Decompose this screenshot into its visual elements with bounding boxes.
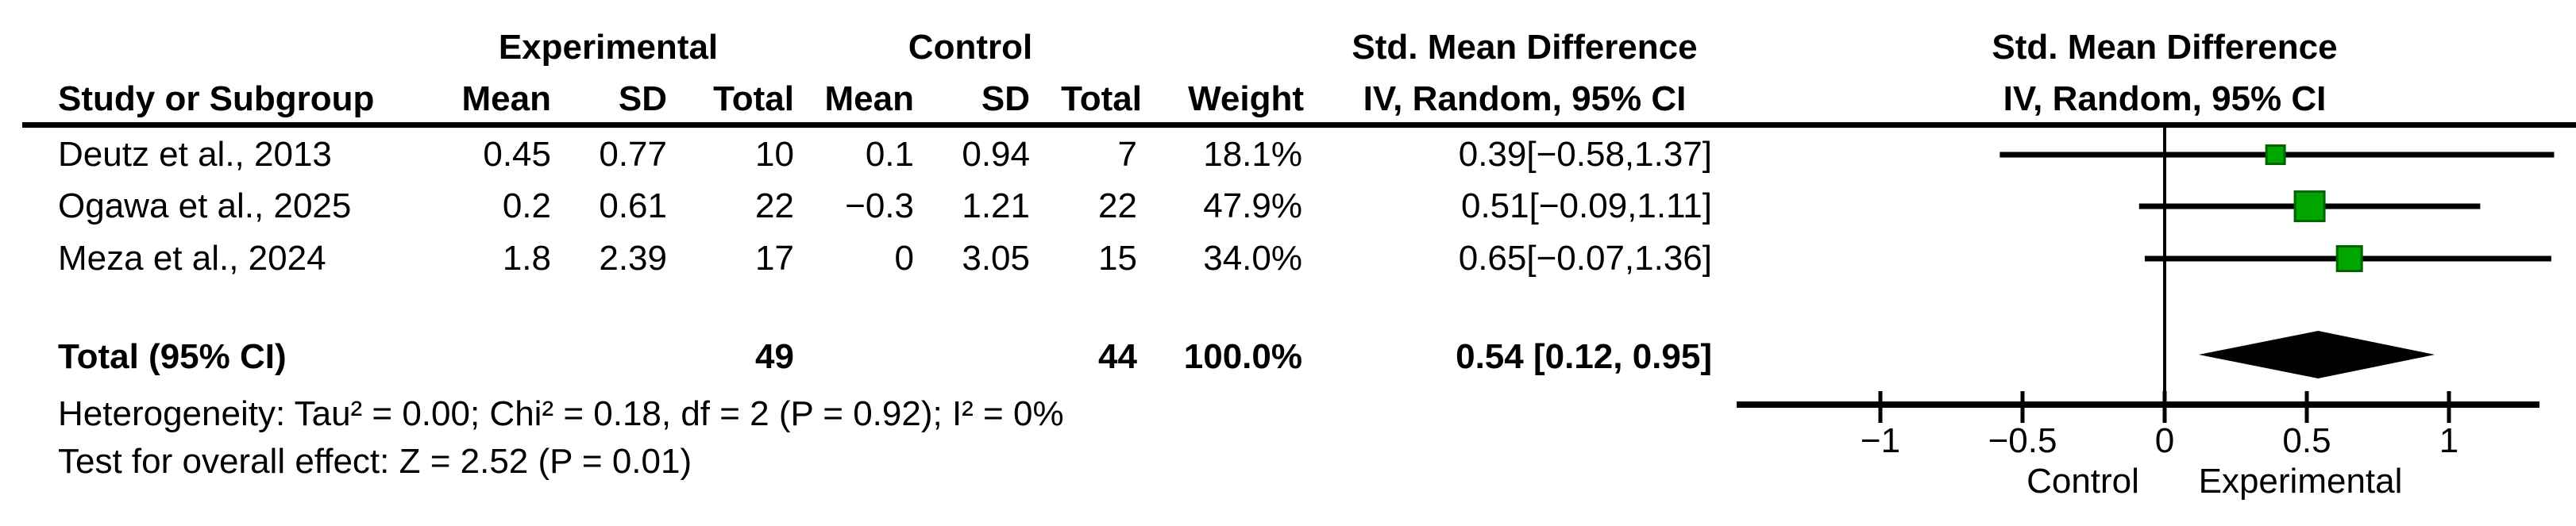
smd-plot-column-subtitle: IV, Random, 95% CI bbox=[2003, 79, 2327, 118]
study-name: Ogawa et al., 2025 bbox=[58, 186, 352, 225]
exp-mean: 0.45 bbox=[483, 135, 551, 174]
total-ci-text: 0.54 [0.12, 0.95] bbox=[1456, 337, 1712, 376]
heterogeneity-stats: Heterogeneity: Tau² = 0.00; Chi² = 0.18,… bbox=[58, 394, 1064, 433]
col-header-study: Study or Subgroup bbox=[58, 79, 375, 118]
ctl-total: 22 bbox=[1098, 186, 1137, 225]
axis-label-favours-experimental: Experimental bbox=[2198, 462, 2403, 501]
col-header-ctl-mean: Mean bbox=[824, 79, 914, 118]
exp-sd: 0.77 bbox=[599, 135, 667, 174]
axis-tick-label: −1 bbox=[1861, 421, 1900, 460]
header-separator-line bbox=[22, 122, 2576, 128]
col-header-ctl-total: Total bbox=[1061, 79, 1142, 118]
study-ci-text: 0.51[−0.09,1.11] bbox=[1460, 186, 1712, 225]
overall-effect-test: Test for overall effect: Z = 2.52 (P = 0… bbox=[58, 442, 692, 481]
exp-total: 10 bbox=[755, 135, 794, 174]
smd-text-column-title: Std. Mean Difference bbox=[1352, 28, 1698, 67]
exp-total: 17 bbox=[755, 239, 794, 278]
smd-plot-column-title: Std. Mean Difference bbox=[1992, 28, 2338, 67]
study-ci-text: 0.39[−0.58,1.37] bbox=[1458, 135, 1712, 174]
ctl-total: 7 bbox=[1117, 135, 1137, 174]
effect-square bbox=[2293, 190, 2326, 222]
ctl-sd: 0.94 bbox=[962, 135, 1030, 174]
pooled-diamond bbox=[2198, 331, 2435, 378]
effect-square bbox=[2335, 245, 2363, 272]
study-weight: 34.0% bbox=[1203, 239, 1302, 278]
study-weight: 18.1% bbox=[1203, 135, 1302, 174]
exp-sd: 2.39 bbox=[599, 239, 667, 278]
col-header-exp-mean: Mean bbox=[461, 79, 551, 118]
col-header-exp-sd: SD bbox=[618, 79, 667, 118]
axis-label-favours-control: Control bbox=[2026, 462, 2139, 501]
effect-square bbox=[2265, 144, 2286, 165]
group-header-experimental: Experimental bbox=[498, 28, 719, 67]
study-name: Deutz et al., 2013 bbox=[58, 135, 332, 174]
col-header-exp-total: Total bbox=[713, 79, 794, 118]
total-label: Total (95% CI) bbox=[58, 337, 287, 376]
exp-mean: 0.2 bbox=[502, 186, 551, 225]
total-exp-n: 49 bbox=[755, 337, 794, 376]
study-ci-text: 0.65[−0.07,1.36] bbox=[1458, 239, 1712, 278]
col-header-weight: Weight bbox=[1188, 79, 1304, 118]
ctl-sd: 3.05 bbox=[962, 239, 1030, 278]
col-header-ctl-sd: SD bbox=[981, 79, 1030, 118]
axis-tick-label: 0.5 bbox=[2282, 421, 2331, 460]
total-weight: 100.0% bbox=[1183, 337, 1302, 376]
ctl-mean: 0.1 bbox=[865, 135, 914, 174]
axis-tick-label: −0.5 bbox=[1988, 421, 2057, 460]
exp-total: 22 bbox=[755, 186, 794, 225]
ctl-total: 15 bbox=[1098, 239, 1137, 278]
total-ctl-n: 44 bbox=[1098, 337, 1137, 376]
group-header-control: Control bbox=[908, 28, 1033, 67]
axis-tick-label: 1 bbox=[2439, 421, 2458, 460]
smd-text-column-subtitle: IV, Random, 95% CI bbox=[1363, 79, 1687, 118]
study-name: Meza et al., 2024 bbox=[58, 239, 326, 278]
axis-tick-label: 0 bbox=[2155, 421, 2174, 460]
study-weight: 47.9% bbox=[1203, 186, 1302, 225]
ctl-sd: 1.21 bbox=[962, 186, 1030, 225]
ctl-mean: −0.3 bbox=[845, 186, 914, 225]
exp-sd: 0.61 bbox=[599, 186, 667, 225]
exp-mean: 1.8 bbox=[502, 239, 551, 278]
ctl-mean: 0 bbox=[894, 239, 914, 278]
